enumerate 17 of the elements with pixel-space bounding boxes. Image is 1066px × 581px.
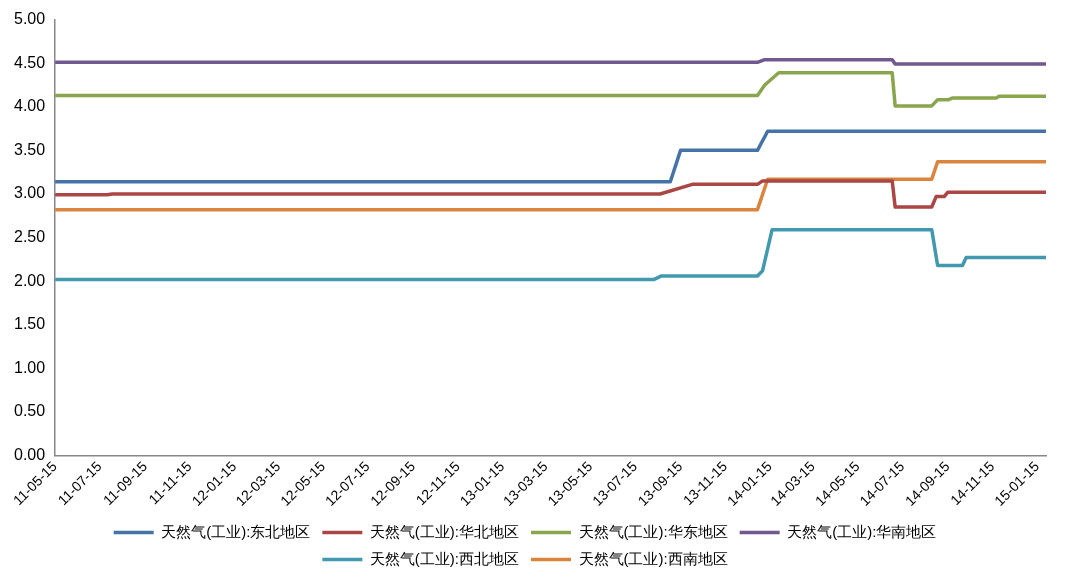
- y-tick-label: 2.00: [14, 271, 46, 289]
- y-tick-label: 0.00: [14, 445, 46, 463]
- y-tick-label: 3.00: [14, 184, 46, 202]
- y-tick-label: 1.00: [14, 358, 46, 376]
- y-tick-label: 0.50: [14, 402, 46, 420]
- legend-label: 天然气(工业):华东地区: [578, 522, 728, 540]
- y-tick-label: 1.50: [14, 315, 46, 333]
- legend-label: 天然气(工业):西南地区: [578, 549, 728, 567]
- y-tick-label: 4.00: [14, 97, 46, 115]
- y-tick-label: 2.50: [14, 227, 46, 245]
- y-tick-label: 3.50: [14, 140, 46, 158]
- y-tick-label: 4.50: [14, 53, 46, 71]
- legend-label: 天然气(工业):华南地区: [787, 522, 937, 540]
- legend-label: 天然气(工业):华北地区: [369, 522, 520, 540]
- y-tick-label: 5.00: [14, 10, 46, 28]
- legend-label: 天然气(工业):西北地区: [369, 549, 520, 567]
- legend-label: 天然气(工业):东北地区: [161, 522, 311, 540]
